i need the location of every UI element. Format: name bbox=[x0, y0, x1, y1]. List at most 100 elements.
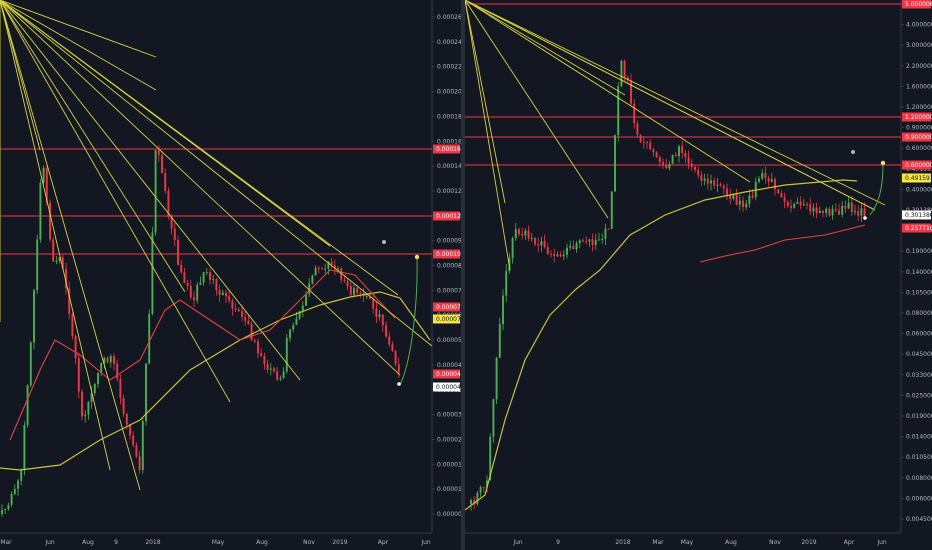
left-y-tick-label-13: 0.00005500 bbox=[437, 337, 461, 344]
left-x-tick-label-8: 2019 bbox=[332, 539, 347, 546]
right-candle-body-7 bbox=[492, 399, 495, 437]
left-price-label-6: 0.00004644 bbox=[436, 384, 461, 391]
left-candle-body-37 bbox=[119, 378, 122, 398]
right-y-tick-label-17: 0.04500000 bbox=[906, 351, 932, 358]
right-candle-body-21 bbox=[537, 244, 540, 246]
left-candle-body-105 bbox=[337, 268, 339, 270]
right-price-label-bg-5 bbox=[902, 210, 931, 220]
right-candle-body-52 bbox=[636, 123, 639, 135]
right-candle-body-99 bbox=[786, 201, 789, 207]
left-candle-body-71 bbox=[228, 296, 231, 301]
right-candle-body-9 bbox=[498, 324, 501, 358]
left-price-label-bg-3 bbox=[433, 302, 460, 312]
left-y-tick-label-10: 0.00008500 bbox=[437, 263, 461, 270]
left-y-tick-label-6: 0.00014000 bbox=[437, 163, 461, 170]
left-candle-body-81 bbox=[260, 353, 263, 356]
left-candle-body-120 bbox=[385, 325, 387, 337]
left-trendline-10 bbox=[0, 0, 186, 293]
right-alert-marker bbox=[851, 150, 855, 154]
left-candle-body-59 bbox=[189, 285, 192, 298]
left-candle-body-15 bbox=[49, 202, 51, 240]
left-candle-body-44 bbox=[141, 421, 144, 471]
right-candle-body-27 bbox=[556, 254, 559, 256]
left-candle-body-13 bbox=[42, 167, 45, 183]
left-candle-body-114 bbox=[365, 295, 368, 297]
right-y-tick-label-14: 0.10500000 bbox=[906, 289, 932, 296]
right-x-tick-label-4: May bbox=[681, 539, 694, 546]
right-candle-body-43 bbox=[607, 228, 610, 230]
left-candle-body-55 bbox=[177, 239, 179, 265]
left-x-tick-label-5: May bbox=[212, 539, 225, 546]
left-candle-body-78 bbox=[250, 324, 253, 341]
right-candle-body-64 bbox=[674, 154, 677, 157]
left-last-price-dot bbox=[397, 382, 401, 386]
left-candle-body-82 bbox=[263, 355, 266, 365]
left-candle-body-77 bbox=[247, 320, 250, 325]
left-candle-body-116 bbox=[372, 298, 375, 309]
right-x-tick-label-0: Jun bbox=[512, 539, 523, 546]
left-candle-body-8 bbox=[26, 385, 29, 426]
right-candle-body-31 bbox=[569, 245, 572, 248]
right-candle-body-38 bbox=[591, 239, 594, 245]
right-y-tick-label-2: 3.00000000 bbox=[906, 42, 932, 49]
right-candle-body-39 bbox=[594, 240, 597, 245]
left-candle-body-41 bbox=[132, 435, 135, 446]
right-candle-body-116 bbox=[841, 205, 844, 215]
left-candle-body-9 bbox=[29, 342, 32, 386]
left-projection-target-dot bbox=[414, 254, 420, 260]
right-candle-body-10 bbox=[502, 295, 504, 325]
right-projection-target-dot bbox=[880, 160, 886, 166]
right-candle-body-14 bbox=[514, 229, 517, 239]
right-candle-body-97 bbox=[780, 193, 783, 198]
right-candle-body-61 bbox=[665, 165, 668, 169]
right-candle-body-41 bbox=[601, 238, 604, 240]
right-candle-body-84 bbox=[738, 200, 741, 205]
right-candle-body-11 bbox=[505, 270, 508, 296]
right-candle-body-45 bbox=[614, 135, 616, 192]
right-background bbox=[465, 0, 932, 550]
right-candle-body-5 bbox=[486, 480, 488, 488]
right-candle-body-49 bbox=[626, 77, 629, 81]
left-price-label-3: 0.00007511 bbox=[436, 304, 461, 311]
left-candle-body-6 bbox=[20, 469, 23, 481]
right-candle-body-0 bbox=[470, 500, 472, 505]
right-candle-body-33 bbox=[575, 242, 578, 250]
right-candle-body-23 bbox=[543, 241, 546, 248]
right-x-tick-label-9: Jun bbox=[876, 539, 887, 546]
left-candle-body-35 bbox=[113, 356, 115, 364]
right-projection-curve bbox=[869, 164, 884, 216]
left-price-label-bg-4 bbox=[433, 314, 460, 324]
left-candle-body-40 bbox=[129, 424, 131, 436]
left-candle-body-66 bbox=[212, 279, 215, 281]
right-y-tick-label-7: 0.60000000 bbox=[906, 145, 932, 152]
right-candle-body-112 bbox=[828, 208, 831, 216]
right-x-tick-label-6: Nov bbox=[769, 539, 781, 546]
right-y-tick-label-13: 0.14000000 bbox=[906, 269, 932, 276]
left-candle-body-43 bbox=[138, 456, 141, 471]
right-candle-body-95 bbox=[774, 179, 776, 190]
left-candle-body-49 bbox=[157, 150, 160, 156]
right-candle-body-50 bbox=[630, 80, 632, 104]
left-x-tick-label-9: Apr bbox=[378, 539, 389, 546]
left-y-tick-label-19: 0.00001100 bbox=[437, 486, 461, 493]
left-x-tick-label-7: Nov bbox=[303, 539, 315, 546]
left-trendline-7 bbox=[0, 0, 301, 381]
right-chart-svg[interactable]: 5.00000000 4.00000000 3.00000000 2.20000000… bbox=[465, 0, 932, 550]
left-chart-panel[interactable]: 0.00026000 0.00024000 0.00022000 0.00020000… bbox=[0, 0, 461, 550]
left-candle-body-58 bbox=[186, 283, 189, 286]
right-candle-body-29 bbox=[562, 254, 565, 257]
left-candle-body-36 bbox=[116, 363, 119, 379]
panel-divider[interactable] bbox=[461, 0, 465, 550]
right-candle-body-118 bbox=[847, 202, 850, 209]
left-candle-body-30 bbox=[97, 372, 99, 384]
right-candle-body-123 bbox=[863, 208, 866, 219]
right-candle-body-115 bbox=[838, 210, 840, 215]
left-chart-svg[interactable]: 0.00026000 0.00024000 0.00022000 0.00020000… bbox=[0, 0, 461, 550]
right-chart-panel[interactable]: 5.00000000 4.00000000 3.00000000 2.20000000… bbox=[465, 0, 932, 550]
right-price-label-3: 0.60000000 bbox=[905, 162, 932, 169]
left-candle-body-20 bbox=[65, 268, 67, 289]
right-candle-body-44 bbox=[610, 191, 613, 229]
left-candle-body-3 bbox=[10, 493, 13, 505]
right-trendline-1 bbox=[465, 0, 609, 219]
left-trendline-3 bbox=[0, 0, 141, 491]
